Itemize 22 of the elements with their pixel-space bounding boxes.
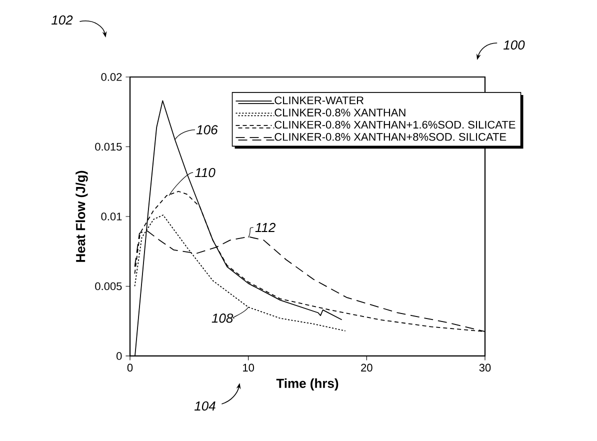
- legend-label: CLINKER-WATER: [274, 96, 364, 104]
- annotation: 110: [195, 168, 216, 178]
- y-tick-label: 0.005: [95, 282, 122, 290]
- x-tick-label: 30: [479, 364, 491, 372]
- annotation: 112: [255, 222, 276, 232]
- y-tick-label: 0.02: [101, 73, 122, 81]
- y-tick-label: 0.015: [95, 142, 122, 151]
- x-tick-label: 20: [361, 364, 372, 372]
- annotation: 108: [212, 314, 234, 323]
- legend-label: CLINKER-0.8% XANTHAN+1.6%SOD. SILICATE: [274, 120, 516, 129]
- text: 100: [503, 40, 525, 50]
- legend-label: CLINKER-0.8% XANTHAN: [274, 108, 406, 116]
- x-axis-title: Time (hrs): [276, 378, 338, 391]
- text: 104: [194, 401, 216, 411]
- text: 102: [51, 15, 73, 25]
- x-tick-label: 0: [127, 364, 133, 372]
- y-axis-title: Heat Flow (J/g): [76, 170, 88, 262]
- y-tick-label: 0.01: [101, 212, 122, 220]
- annotation: 106: [196, 125, 218, 134]
- legend-label: CLINKER-0.8% XANTHAN+8%SOD. SILICATE: [274, 133, 506, 141]
- y-tick-label: 0: [116, 352, 122, 360]
- x-tick-label: 10: [243, 364, 254, 372]
